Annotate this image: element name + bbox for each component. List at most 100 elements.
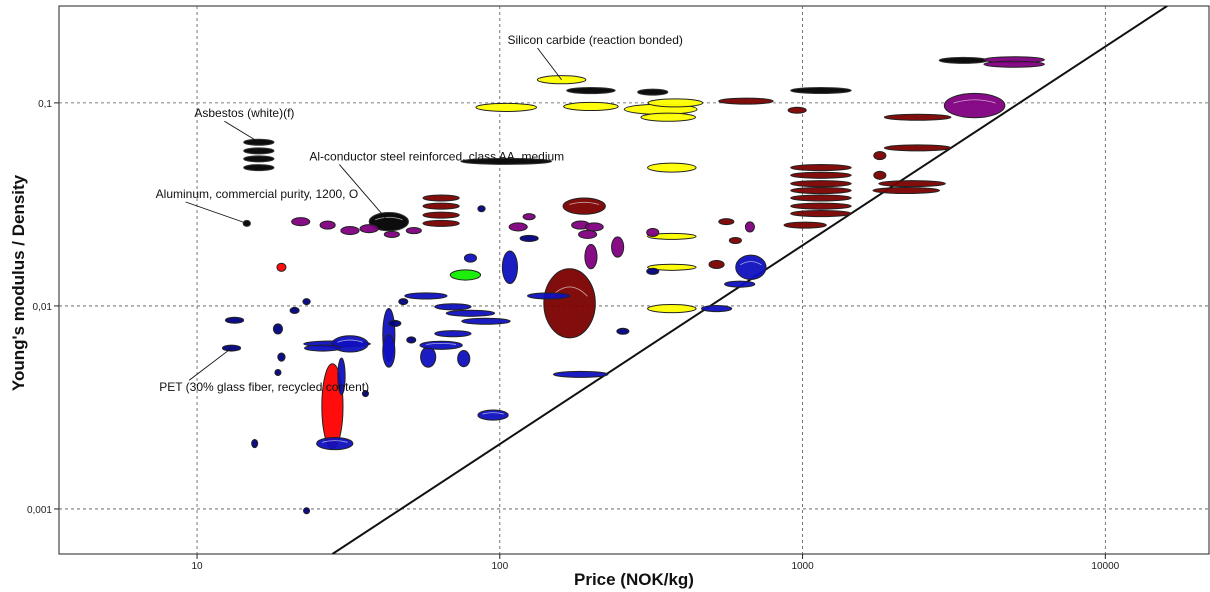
bubble-highlight <box>953 99 996 104</box>
bubble <box>578 229 598 239</box>
annotation-label: Asbestos (white)(f) <box>194 106 294 120</box>
y-tick-label: 0,01 <box>33 302 53 313</box>
bubble <box>790 171 852 179</box>
annotation-label: PET (30% glass fiber, recycled content) <box>159 380 369 394</box>
bubble <box>243 164 275 172</box>
x-tick-label: 10 <box>191 561 203 572</box>
bubble <box>457 350 471 368</box>
bubble <box>319 220 336 230</box>
bubble <box>552 370 609 378</box>
bubble <box>277 352 286 362</box>
bubble <box>783 221 827 229</box>
y-tick-label: 0,001 <box>27 505 52 516</box>
bubble <box>873 151 887 161</box>
bubble-highlight <box>426 342 457 345</box>
bubble <box>475 102 537 112</box>
bubble-layer <box>221 56 1045 515</box>
bubble <box>422 219 460 227</box>
tick-labels: 10 100 1000 10000 0,001 0,01 0,1 <box>27 99 1120 572</box>
bubble <box>566 87 616 95</box>
bubble <box>460 157 553 165</box>
bubble <box>563 101 619 112</box>
guideline <box>331 6 1168 554</box>
bubble <box>406 336 417 344</box>
bubble <box>724 280 756 288</box>
bubble <box>242 219 251 227</box>
bubble <box>463 253 478 263</box>
bubble <box>646 227 660 238</box>
bubble <box>422 202 460 210</box>
bubble <box>943 92 1006 119</box>
bubble <box>289 306 300 314</box>
bubble <box>519 234 539 242</box>
bubble <box>938 56 989 64</box>
bubble <box>637 88 669 96</box>
bubble <box>383 230 400 238</box>
bubble <box>291 217 311 227</box>
bubble <box>700 305 733 313</box>
bubble <box>449 269 482 281</box>
bubble <box>790 87 852 95</box>
annotation-leader <box>224 120 260 143</box>
bubble <box>477 205 486 213</box>
bubble <box>477 409 509 421</box>
bubble <box>647 162 697 173</box>
bubble <box>302 298 311 306</box>
x-axis-title: Price (NOK/kg) <box>574 570 694 589</box>
bubble <box>434 330 472 338</box>
bubble <box>340 226 360 236</box>
bubble <box>562 197 606 215</box>
bubble <box>983 60 1045 68</box>
x-tick-label: 10000 <box>1091 561 1119 572</box>
bubble <box>388 319 402 327</box>
bubble-highlight <box>321 440 348 443</box>
plot-area <box>58 5 1210 555</box>
bubble <box>647 98 704 108</box>
annotation-leader <box>185 201 247 224</box>
bubble <box>640 112 696 122</box>
bubble <box>735 254 767 280</box>
annotation-label: Silicon carbide (reaction bonded) <box>507 33 682 47</box>
bubble <box>744 221 755 233</box>
bubble <box>361 390 369 398</box>
bubble <box>272 323 283 335</box>
bubble <box>790 202 852 210</box>
bubble <box>728 236 742 245</box>
bubble <box>419 340 463 350</box>
bubble <box>461 317 511 325</box>
bubble <box>790 180 852 188</box>
bubble <box>508 222 528 232</box>
bubble <box>405 227 422 235</box>
annotation-leader <box>188 347 232 381</box>
bubble <box>434 303 472 311</box>
bubble <box>526 292 571 300</box>
x-tick-label: 100 <box>491 561 508 572</box>
bubble <box>790 187 852 195</box>
bubble <box>420 346 437 368</box>
annotation-leader <box>339 164 387 219</box>
bubble <box>543 268 596 339</box>
bubble <box>790 210 852 218</box>
bubble <box>584 222 604 232</box>
bubble <box>501 250 518 285</box>
bubble <box>359 224 379 234</box>
guideline-layer <box>331 6 1168 554</box>
bubble <box>708 259 725 270</box>
bubble <box>787 106 807 114</box>
annotation-leader <box>537 47 562 81</box>
bubble <box>646 267 660 275</box>
bubble <box>878 180 946 188</box>
bubble <box>422 194 460 202</box>
bubble <box>790 194 852 202</box>
bubble-highlight <box>482 412 504 415</box>
bubble <box>718 218 735 226</box>
bubble <box>873 170 887 180</box>
bubble <box>422 211 460 219</box>
bubble <box>243 155 275 163</box>
annotation-label: Al-conductor steel reinforced, class AA,… <box>309 150 564 164</box>
bubble <box>584 243 598 270</box>
bubble <box>398 298 409 306</box>
bubble <box>303 507 311 515</box>
bubble <box>647 263 697 271</box>
